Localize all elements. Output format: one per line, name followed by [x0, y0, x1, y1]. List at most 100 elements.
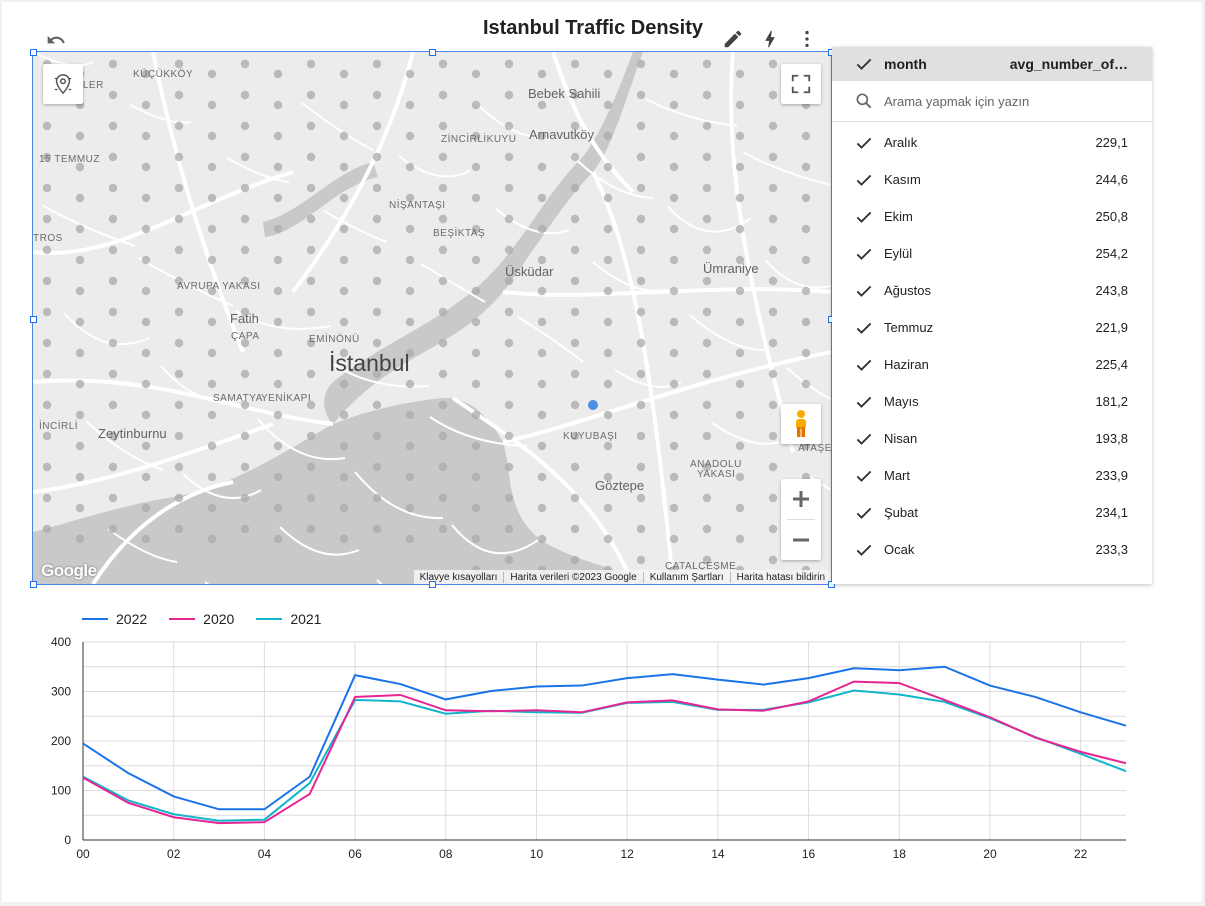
month-name: Temmuz	[884, 320, 934, 335]
zoom-out-icon[interactable]	[791, 530, 811, 550]
location-pin-button[interactable]	[43, 64, 83, 104]
filter-row[interactable]: Mart 233,9	[832, 457, 1152, 494]
resize-handle[interactable]	[30, 316, 37, 323]
metric-value: 234,1	[1095, 505, 1128, 520]
legend-item[interactable]: 2022	[82, 611, 147, 627]
filter-row[interactable]: Kasım 244,6	[832, 161, 1152, 198]
resize-handle[interactable]	[429, 49, 436, 56]
filter-row[interactable]: Aralık 229,1	[832, 124, 1152, 161]
map-label: ATAŞE	[798, 443, 831, 454]
legend-label: 2022	[116, 611, 148, 627]
metric-value: 244,6	[1095, 172, 1128, 187]
selected-location-marker[interactable]	[588, 400, 598, 410]
metric-value: 181,2	[1095, 394, 1128, 409]
map-label: ZİNCİRLİKUYU	[441, 134, 517, 145]
pencil-icon[interactable]	[722, 28, 744, 50]
filter-row[interactable]: Temmuz 221,9	[832, 309, 1152, 346]
filter-row[interactable]: Haziran 225,4	[832, 346, 1152, 383]
column-header-metric[interactable]: avg_number_of…	[1009, 56, 1128, 72]
metric-value: 225,4	[1095, 357, 1128, 372]
chart-legend: 2022 2020 2021	[82, 611, 343, 627]
map-label: AVRUPA YAKASI	[177, 281, 261, 292]
metric-value: 221,9	[1095, 320, 1128, 335]
resize-handle[interactable]	[30, 49, 37, 56]
map-label: SAMATYA	[213, 393, 263, 404]
legend-swatch	[82, 618, 108, 620]
legend-item[interactable]: 2020	[169, 611, 234, 627]
row-checkbox[interactable]	[854, 170, 874, 190]
row-checkbox[interactable]	[854, 503, 874, 523]
undo-icon[interactable]	[45, 30, 67, 50]
zoom-in-icon[interactable]	[791, 489, 811, 509]
row-checkbox[interactable]	[854, 392, 874, 412]
legend-item[interactable]: 2021	[256, 611, 321, 627]
lightning-icon[interactable]	[759, 28, 781, 50]
more-vert-icon[interactable]	[796, 28, 818, 50]
search-input[interactable]: Arama yapmak için yazın	[884, 93, 1030, 109]
map-data-label: Harita verileri ©2023 Google	[504, 571, 644, 583]
metric-value: 254,2	[1095, 246, 1128, 261]
month-name: Nisan	[884, 431, 918, 446]
map-label: KÜÇÜKKÖY	[133, 69, 194, 80]
row-checkbox[interactable]	[854, 540, 874, 560]
map-label: EMİNÖNÜ	[309, 334, 360, 345]
column-header-month[interactable]: month	[884, 56, 927, 72]
terms-link[interactable]: Kullanım Şartları	[644, 571, 731, 583]
map-base	[33, 52, 831, 584]
keyboard-shortcuts-link[interactable]: Klavye kısayolları	[414, 571, 505, 583]
row-checkbox[interactable]	[854, 355, 874, 375]
metric-value: 250,8	[1095, 209, 1128, 224]
filter-row[interactable]: Eylül 254,2	[832, 235, 1152, 272]
legend-swatch	[256, 618, 283, 620]
month-name: Kasım	[884, 172, 921, 187]
row-checkbox[interactable]	[854, 429, 874, 449]
street-view-button[interactable]	[781, 404, 821, 444]
zoom-controls	[781, 479, 821, 560]
filter-row[interactable]: Ağustos 243,8	[832, 272, 1152, 309]
month-name: Aralık	[884, 135, 918, 150]
resize-handle[interactable]	[429, 581, 436, 588]
map-label: NİŞANTAŞI	[389, 200, 446, 211]
map-label: Üsküdar	[505, 264, 554, 279]
location-pin-icon	[54, 74, 72, 95]
month-name: Mayıs	[884, 394, 919, 409]
filter-row[interactable]: Mayıs 181,2	[832, 383, 1152, 420]
map-label: Ümraniye	[703, 261, 759, 276]
search-bar: Arama yapmak için yazın	[832, 81, 1152, 122]
filter-row[interactable]: Ekim 250,8	[832, 198, 1152, 235]
page-title: Istanbul Traffic Density	[482, 17, 704, 39]
month-name: Ağustos	[884, 283, 931, 298]
map-view[interactable]: KÜÇÜKKÖYYÜZEVLERBebek SahiliZİNCİRLİKUYU…	[32, 51, 832, 585]
report-error-link[interactable]: Harita hatası bildirin	[736, 571, 825, 583]
row-checkbox[interactable]	[854, 244, 874, 264]
map-label: İNCİRLİ	[39, 421, 79, 432]
row-checkbox[interactable]	[854, 207, 874, 227]
fullscreen-icon	[791, 74, 811, 94]
map-label: BEŞİKTAŞ	[433, 228, 486, 239]
filter-row[interactable]: Şubat 234,1	[832, 494, 1152, 531]
filter-header: month avg_number_of…	[832, 47, 1152, 81]
resize-handle[interactable]	[30, 581, 37, 588]
map-label: ÇATALÇEŞME	[665, 561, 737, 572]
map-label: KUYUBAŞI	[563, 431, 618, 442]
resize-handle[interactable]	[828, 581, 835, 588]
fullscreen-button[interactable]	[781, 64, 821, 104]
select-all-checkbox[interactable]	[854, 54, 874, 74]
pegman-icon	[796, 410, 806, 437]
filter-row[interactable]: Nisan 193,8	[832, 420, 1152, 457]
filter-row[interactable]: Ocak 233,3	[832, 531, 1152, 568]
row-checkbox[interactable]	[854, 281, 874, 301]
row-checkbox[interactable]	[854, 133, 874, 153]
map-label: Zeytinburnu	[98, 426, 167, 441]
map-attribution: Klavye kısayolları Harita verileri ©2023…	[413, 570, 831, 584]
row-checkbox[interactable]	[854, 466, 874, 486]
row-checkbox[interactable]	[854, 318, 874, 338]
legend-label: 2020	[203, 611, 235, 627]
map-label: TROS	[33, 233, 63, 244]
map-label: YENİKAPI	[261, 393, 312, 404]
map-label: Fatih	[230, 311, 259, 326]
month-name: Ocak	[884, 542, 915, 557]
map-label: ANADOLU	[690, 459, 742, 470]
legend-label: 2021	[290, 611, 322, 627]
map-label: İstanbul	[329, 350, 410, 376]
